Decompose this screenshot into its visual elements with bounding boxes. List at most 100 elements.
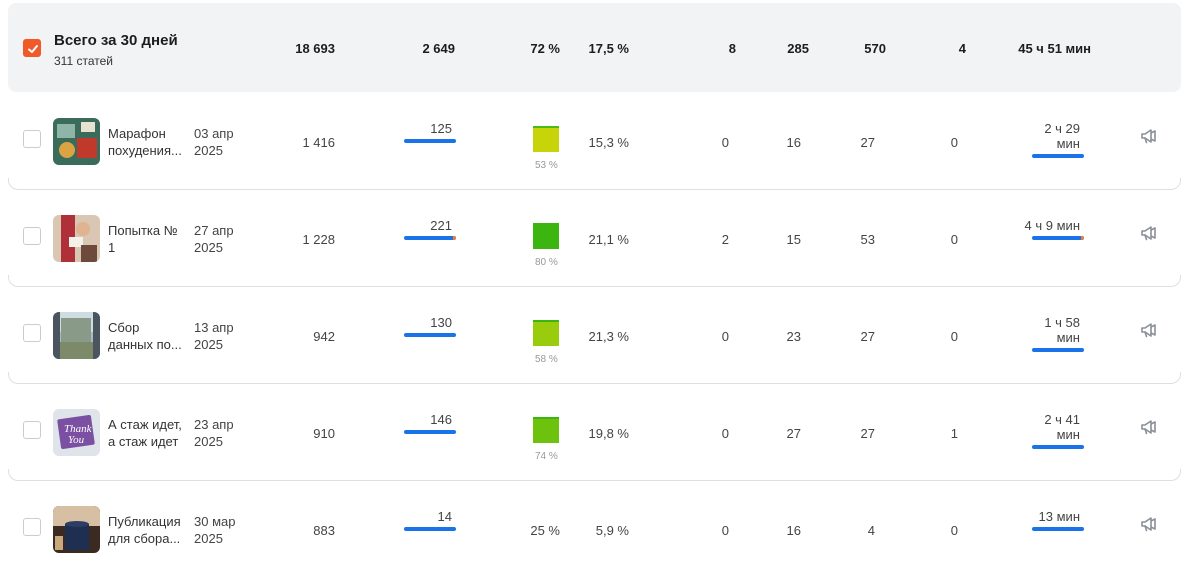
reads: 125 [404, 121, 456, 143]
article-title[interactable]: Марафон похудения... [108, 125, 188, 159]
views: 942 [313, 329, 335, 344]
col3: 53 [860, 232, 875, 247]
megaphone-icon[interactable] [1139, 514, 1159, 534]
summary-subtitle: 311 статей [54, 54, 113, 68]
row-divider [8, 372, 1181, 384]
summary-row: Всего за 30 дней 311 статей 18 693 2 649… [8, 3, 1181, 92]
reads: 130 [404, 315, 456, 337]
col3: 27 [860, 329, 875, 344]
summary-time: 45 ч 51 мин [1018, 41, 1091, 56]
reads-bar [404, 430, 456, 434]
article-date: 30 мар 2025 [194, 513, 235, 547]
col1: 0 [721, 426, 729, 441]
col4: 0 [950, 523, 958, 538]
read-time-bar [1032, 236, 1084, 240]
ctr: 21,1 % [588, 232, 629, 247]
row-checkbox[interactable] [23, 324, 41, 342]
article-date-line2: 2025 [194, 337, 223, 352]
article-title-line1: Сбор [108, 320, 140, 335]
reads-value: 130 [430, 315, 452, 330]
megaphone-icon[interactable] [1139, 223, 1159, 243]
read-time-value: 4 ч 9 мин [1024, 218, 1080, 233]
col3: 4 [867, 523, 875, 538]
col4: 1 [950, 426, 958, 441]
megaphone-icon[interactable] [1139, 320, 1159, 340]
article-title-line1: А стаж идет, [108, 417, 182, 432]
article-thumbnail[interactable]: Thank You [53, 409, 100, 456]
col1: 0 [721, 329, 729, 344]
reads-value: 221 [430, 218, 452, 233]
row-checkbox[interactable] [23, 130, 41, 148]
views: 910 [313, 426, 335, 441]
ctr: 15,3 % [588, 135, 629, 150]
summary-ctr: 17,5 % [588, 41, 629, 56]
read-time-bar [1032, 154, 1084, 158]
article-date-line1: 23 апр [194, 417, 234, 432]
read-time-bar [1032, 445, 1084, 449]
col2: 15 [786, 232, 801, 247]
views: 1 416 [302, 135, 335, 150]
read-time-value: 1 ч 58 мин [1044, 315, 1080, 345]
col1: 0 [721, 523, 729, 538]
article-title-line2: а стаж идет [108, 434, 179, 449]
table-row[interactable]: Марафон похудения... 03 апр 2025 1 416 1… [8, 93, 1181, 190]
col4: 0 [950, 232, 958, 247]
row-checkbox[interactable] [23, 518, 41, 536]
summary-title: Всего за 30 дней [54, 32, 178, 49]
col3: 27 [860, 426, 875, 441]
read-time: 2 ч 29 мин [1018, 121, 1084, 158]
views: 883 [313, 523, 335, 538]
reads-value: 125 [430, 121, 452, 136]
svg-text:You: You [68, 434, 85, 446]
article-title[interactable]: Попытка № 1 [108, 222, 188, 256]
table-row[interactable]: Попытка № 1 27 апр 2025 1 228 221 80 % 2… [8, 190, 1181, 287]
row-checkbox[interactable] [23, 421, 41, 439]
article-thumbnail[interactable] [53, 215, 100, 262]
read-percent-label: 58 % [535, 354, 558, 365]
article-date-line1: 03 апр [194, 126, 234, 141]
article-title-line1: Публикация [108, 514, 181, 529]
article-thumbnail[interactable] [53, 118, 100, 165]
article-title[interactable]: А стаж идет, а стаж идет [108, 416, 188, 450]
svg-text:Thank: Thank [64, 423, 93, 435]
read-time-value: 2 ч 41 мин [1044, 412, 1080, 442]
table-row[interactable]: Публикация для сбора... 30 мар 2025 883 … [8, 481, 1181, 578]
article-thumbnail[interactable] [53, 506, 100, 553]
read-percent-square [533, 223, 559, 249]
col4: 0 [950, 329, 958, 344]
col2: 23 [786, 329, 801, 344]
megaphone-icon[interactable] [1139, 126, 1159, 146]
article-title-line1: Марафон [108, 126, 166, 141]
megaphone-icon[interactable] [1139, 417, 1159, 437]
read-percent-square [533, 320, 559, 346]
row-divider [8, 275, 1181, 287]
reads: 146 [404, 412, 456, 434]
views: 1 228 [302, 232, 335, 247]
article-date-line1: 13 апр [194, 320, 234, 335]
article-title[interactable]: Публикация для сбора... [108, 513, 188, 547]
article-title[interactable]: Сбор данных по... [108, 319, 188, 353]
article-date: 13 апр 2025 [194, 319, 234, 353]
read-time-bar [1032, 527, 1084, 531]
summary-read-percent: 72 % [530, 41, 560, 56]
reads: 14 [404, 509, 456, 531]
article-thumbnail[interactable] [53, 312, 100, 359]
read-percent-square [533, 126, 559, 152]
article-date-line2: 2025 [194, 143, 223, 158]
article-title-line2: данных по... [108, 337, 182, 352]
ctr: 21,3 % [588, 329, 629, 344]
read-percent-square [533, 417, 559, 443]
summary-col1: 8 [728, 41, 736, 56]
reads-value: 14 [437, 509, 452, 524]
read-time: 4 ч 9 мин [1018, 218, 1084, 240]
summary-col4: 4 [958, 41, 966, 56]
reads-value: 146 [430, 412, 452, 427]
reads-bar [404, 527, 456, 531]
row-checkbox[interactable] [23, 227, 41, 245]
ctr: 5,9 % [595, 523, 629, 538]
table-row[interactable]: Сбор данных по... 13 апр 2025 942 130 58… [8, 287, 1181, 384]
table-row[interactable]: Thank You А стаж идет, а стаж идет 23 апр… [8, 384, 1181, 481]
col2: 16 [786, 135, 801, 150]
select-all-checkbox[interactable] [23, 39, 41, 57]
reads: 221 [404, 218, 456, 240]
